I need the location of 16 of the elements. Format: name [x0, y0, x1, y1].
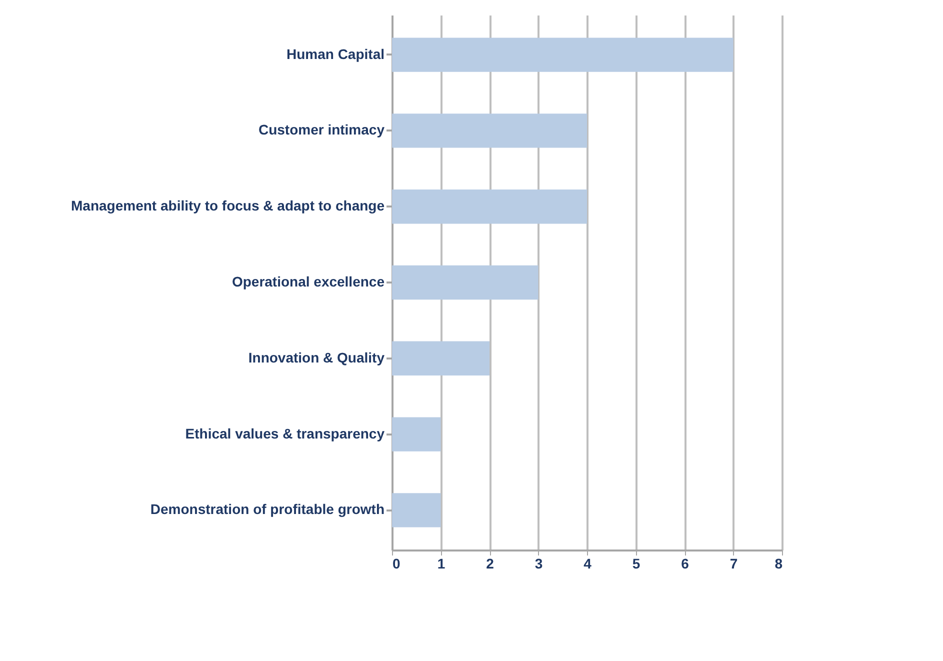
y-tick-label: Management ability to focus & adapt to change [71, 198, 385, 214]
x-tick-label: 6 [681, 556, 690, 572]
x-tick-label: 4 [584, 556, 592, 572]
x-tick-label: 2 [486, 556, 494, 572]
y-tick-label: Human Capital [286, 46, 384, 62]
y-tick-label: Innovation & Quality [248, 349, 385, 366]
y-tick-label: Ethical values & transparency [185, 425, 385, 442]
y-tick-label: Operational excellence [232, 274, 385, 290]
y-tick-label: Demonstration of profitable growth [150, 501, 384, 518]
x-tick-label: 0 [392, 556, 400, 572]
y-tick-label: Customer intimacy [258, 122, 385, 138]
x-tick-label: 3 [534, 556, 543, 572]
x-tick-label: 8 [774, 556, 783, 572]
x-tick-label: 7 [730, 556, 738, 572]
x-tick-label: 5 [632, 556, 640, 572]
x-tick-label: 1 [437, 556, 446, 572]
